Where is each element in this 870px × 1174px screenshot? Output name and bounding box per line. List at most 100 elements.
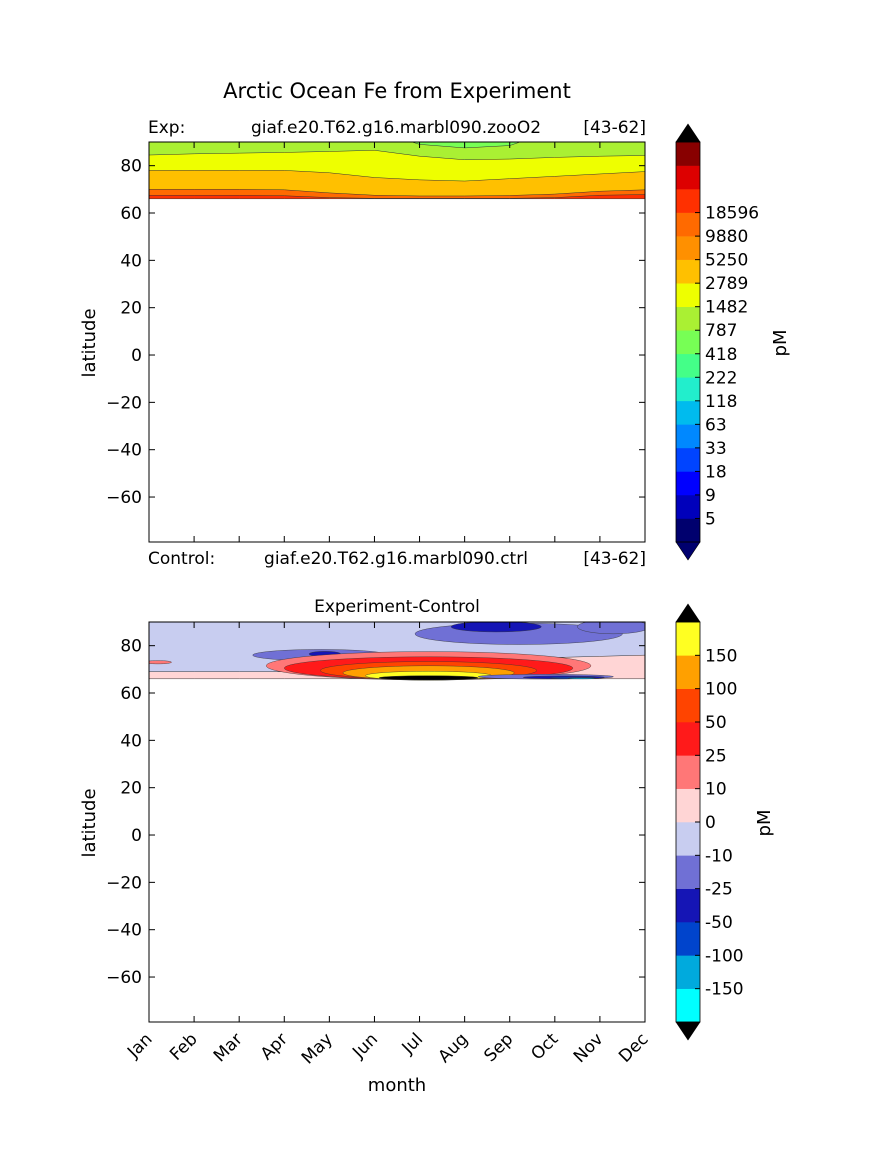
colorbar-tick-label: 787 <box>705 321 737 341</box>
contour-region-2 <box>577 622 645 635</box>
y-axis-difference: 80 60 40 20 0 −20 −40 −60 <box>106 637 645 988</box>
colorbar-tick-label: 5250 <box>705 251 748 271</box>
colorbar-tick-label: 222 <box>705 368 737 388</box>
exp-year-range: [43-62] <box>583 118 646 138</box>
contour-region-6 <box>149 660 172 665</box>
y-tick-label: 0 <box>131 346 142 366</box>
x-tick-label: Aug <box>435 1029 473 1067</box>
x-tick-label: Jan <box>123 1029 156 1062</box>
colorbar-tick-label: 63 <box>705 415 727 435</box>
colorbar-tick-label: 0 <box>705 813 716 833</box>
x-tick-label: Apr <box>257 1029 292 1064</box>
y-tick-label: 60 <box>120 684 142 704</box>
colorbar-swatch <box>676 622 700 656</box>
colorbar-tick-label: 100 <box>705 680 737 700</box>
colorbar-swatch <box>676 236 700 260</box>
colorbar-swatch <box>676 788 700 823</box>
y-tick-label: 20 <box>120 299 142 319</box>
x-axis-experiment <box>148 142 646 542</box>
x-tick-label: Mar <box>210 1029 247 1066</box>
colorbar-swatch <box>676 518 700 543</box>
colorbar-swatch <box>676 822 700 856</box>
y-tick-label: −40 <box>106 921 142 941</box>
x-tick-label: Feb <box>166 1029 201 1064</box>
colorbar-swatch <box>676 922 700 956</box>
colorbar-swatch <box>676 259 700 284</box>
colorbar-swatch <box>676 688 700 723</box>
y-tick-label: 40 <box>120 251 142 271</box>
y-tick-label: 0 <box>131 826 142 846</box>
colorbar-swatch <box>676 142 700 166</box>
x-tick-label: May <box>298 1029 337 1068</box>
colorbar-swatch <box>676 755 700 789</box>
plot-frame <box>148 621 646 1023</box>
control-year-range: [43-62] <box>583 549 646 569</box>
colorbar-tick-label: -25 <box>705 880 733 900</box>
colorbar-extend-max <box>675 603 701 623</box>
colorbar-tick-label: 150 <box>705 646 737 666</box>
colorbar-swatch <box>676 212 700 237</box>
colorbar-tick-label: 2789 <box>705 274 748 294</box>
colorbar-swatch <box>676 988 700 1023</box>
y-tick-label: −60 <box>106 488 142 508</box>
colorbar-swatch <box>676 447 700 472</box>
exp-label: Exp: <box>148 118 185 138</box>
y-tick-label: −60 <box>106 968 142 988</box>
colorbar-swatch <box>676 189 700 213</box>
colorbar-unit-label: pM <box>754 810 775 837</box>
colorbar-tick-label: -10 <box>705 846 733 866</box>
plot-background <box>149 622 645 1022</box>
colorbar-swatch <box>676 655 700 689</box>
colorbar-tick-label: 418 <box>705 345 737 365</box>
colorbar-tick-label: 9880 <box>705 227 748 247</box>
colorbar-tick-label: 18596 <box>705 204 759 224</box>
colorbar-swatch <box>676 353 700 378</box>
plot-frame <box>148 141 646 543</box>
contour-plot-experiment <box>148 141 646 543</box>
colorbar-swatch <box>676 722 700 756</box>
panel-experiment: Exp: giaf.e20.T62.g16.marbl090.zooO2 [43… <box>79 118 791 569</box>
difference-title: Experiment-Control <box>314 597 480 617</box>
colorbar-extend-min <box>675 541 701 561</box>
contour-region-12 <box>378 675 479 681</box>
plot-background <box>149 142 645 542</box>
x-tick-label: Dec <box>615 1029 652 1066</box>
colorbar-tick-label: 10 <box>705 780 727 800</box>
y-tick-label: 40 <box>120 731 142 751</box>
colorbar-swatch <box>676 471 700 496</box>
y-tick-label: −20 <box>106 873 142 893</box>
colorbar-tick-label: 18 <box>705 462 727 482</box>
colorbar-swatch <box>676 888 700 923</box>
y-axis-label: latitude <box>79 788 100 857</box>
y-tick-label: 80 <box>120 637 142 657</box>
colorbar-tick-label: 118 <box>705 392 737 412</box>
y-axis-label: latitude <box>79 308 100 377</box>
colorbar-extend-max <box>675 123 701 143</box>
control-label: Control: <box>148 549 215 569</box>
colorbar-tick-label: 1482 <box>705 298 748 318</box>
colorbar-swatch <box>676 424 700 449</box>
panel-difference: Experiment-Control 80 60 40 20 0 −20 −40 −60 Ja… <box>79 597 775 1096</box>
colorbar-tick-label: 33 <box>705 439 727 459</box>
x-tick-label: Sep <box>480 1029 517 1066</box>
contour-plot-difference <box>148 621 646 1023</box>
colorbar-tick-label: -50 <box>705 913 733 933</box>
colorbar-tick-label: 5 <box>705 509 716 529</box>
contour-region-3 <box>450 622 542 633</box>
x-tick-label: Nov <box>570 1029 608 1067</box>
exp-case-name: giaf.e20.T62.g16.marbl090.zooO2 <box>251 118 541 138</box>
contour-region-16 <box>568 677 596 680</box>
colorbar-swatch <box>676 494 700 519</box>
colorbar-extend-min <box>675 1021 701 1041</box>
control-case-name: giaf.e20.T62.g16.marbl090.ctrl <box>264 549 528 569</box>
colorbar-swatch <box>676 330 700 355</box>
x-tick-label: Jul <box>398 1029 427 1058</box>
y-tick-label: −40 <box>106 441 142 461</box>
colorbar-tick-label: 50 <box>705 713 727 733</box>
figure-title: Arctic Ocean Fe from Experiment <box>223 79 571 103</box>
colorbar-tick-label: 25 <box>705 746 727 766</box>
colorbar-tick-label: 9 <box>705 486 716 506</box>
colorbar-tick-label: -100 <box>705 946 744 966</box>
x-axis-label: month <box>368 1075 426 1096</box>
